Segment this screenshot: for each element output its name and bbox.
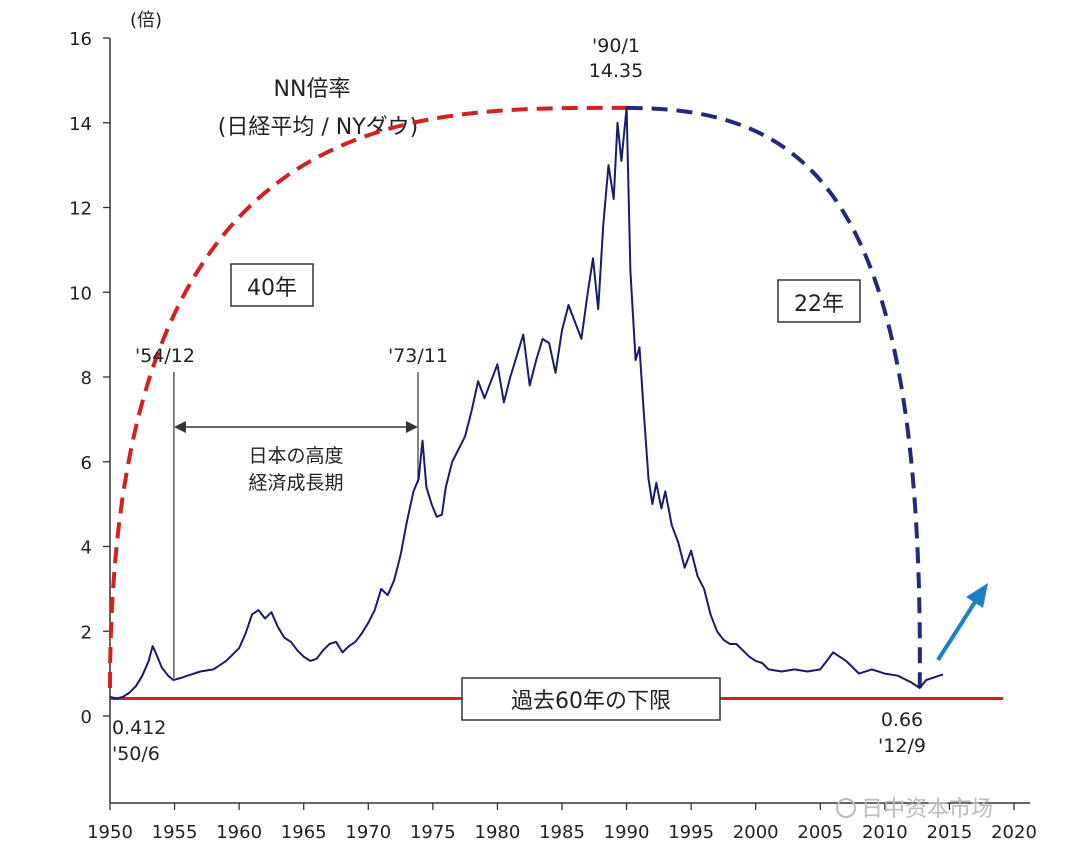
y-tick-label: 8 <box>81 368 92 389</box>
x-tick-label: 1950 <box>87 822 133 843</box>
x-tick-label: 2010 <box>862 822 908 843</box>
nn-ratio-line <box>109 106 944 700</box>
x-tick-label: 2000 <box>733 822 779 843</box>
y-tick-label: 4 <box>81 538 92 559</box>
x-tick-label: 1985 <box>539 822 585 843</box>
low-1950-value-label: 0.412 <box>112 717 166 739</box>
rise-years-box <box>230 263 314 307</box>
chart-subtitle: (日経平均 / NYダウ) <box>218 115 418 140</box>
high-growth-label-line2: 経済成長期 <box>248 472 343 494</box>
peak-date-label: '90/1 <box>592 35 640 57</box>
fall-arc <box>626 105 922 689</box>
low-1950-date-label: '50/6 <box>112 743 160 765</box>
rebound-arrow <box>936 600 977 662</box>
y-unit-label: (倍) <box>130 10 162 31</box>
peak-value-label: 14.35 <box>589 60 643 82</box>
watermark-logo-icon <box>836 798 856 818</box>
x-tick-label: 2005 <box>797 822 843 843</box>
x-tick-label: 1955 <box>152 822 198 843</box>
watermark: 日中资本市场 <box>836 797 993 822</box>
low-2012-value-label: 0.66 <box>881 709 923 731</box>
x-tick-label: 1990 <box>604 822 650 843</box>
high-growth-label-line1: 日本の高度 <box>248 445 343 467</box>
x-tick-label: 2020 <box>991 822 1037 843</box>
x-tick-label: 1965 <box>281 822 327 843</box>
y-ticks: 0 2 4 6 8 10 12 14 16 <box>69 29 110 728</box>
y-tick-label: 6 <box>81 453 92 474</box>
fall-years-label: 22年 <box>794 292 844 317</box>
x-tick-label: 1960 <box>216 822 262 843</box>
watermark-text: 日中资本市场 <box>861 797 993 822</box>
x-ticks: 1950 1955 1960 1965 1970 1975 1980 1985 1990 1995… <box>87 803 1037 843</box>
floor-label: 過去60年の下限 <box>511 689 671 714</box>
y-tick-label: 16 <box>69 29 92 50</box>
y-tick-label: 12 <box>69 199 92 220</box>
x-tick-label: 1995 <box>668 822 714 843</box>
rise-arc <box>108 105 627 689</box>
y-tick-label: 2 <box>81 622 92 643</box>
span-arrowhead-left <box>173 421 186 434</box>
fall-years-box <box>777 279 861 323</box>
x-tick-label: 2015 <box>927 822 973 843</box>
x-tick-label: 1975 <box>410 822 456 843</box>
x-tick-label: 1980 <box>475 822 521 843</box>
span-arrowhead-right <box>406 421 419 434</box>
x-tick-label: 1970 <box>345 822 391 843</box>
high-growth-end-label: '73/11 <box>388 345 448 367</box>
y-tick-label: 0 <box>81 707 92 728</box>
rise-years-label: 40年 <box>247 276 297 301</box>
y-tick-label: 10 <box>69 283 92 304</box>
high-growth-start-label: '54/12 <box>135 345 195 367</box>
floor-label-box <box>461 677 721 721</box>
low-2012-date-label: '12/9 <box>878 735 926 757</box>
y-tick-label: 14 <box>69 114 92 135</box>
rebound-arrowhead <box>966 583 988 608</box>
chart-title: NN倍率 <box>274 77 351 102</box>
